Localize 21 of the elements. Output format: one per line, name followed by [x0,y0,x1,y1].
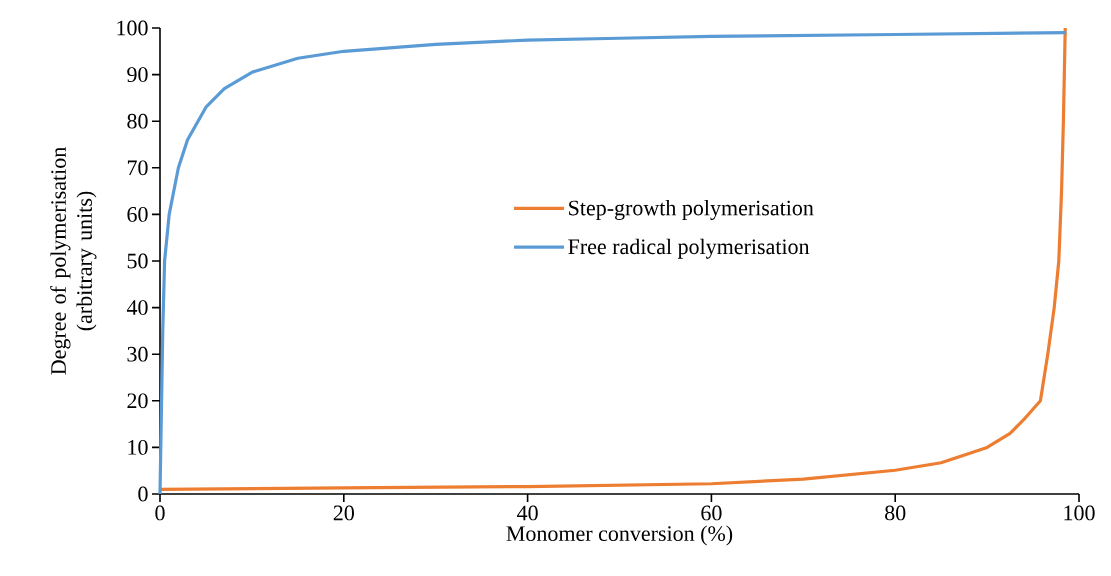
y-tick-label: 0 [138,486,148,502]
legend-label: Step-growth polymerisation [569,199,814,220]
y-tick-label: 60 [127,206,148,222]
x-tick-label: 0 [155,505,165,521]
y-axis-title: Degree of polymerisation (arbitrary units) [50,147,97,375]
y-tick-label: 40 [126,300,148,316]
legend-label: Free radical polymerisation [568,238,810,259]
x-tick-label: 100 [1064,505,1095,521]
y-tick-label: 100 [117,20,148,36]
x-tick-label: 80 [885,505,906,521]
x-tick-label: 40 [517,505,538,521]
x-tick-label: 60 [701,505,722,521]
y-tick-label: 10 [128,439,148,455]
y-tick-label: 70 [127,160,148,176]
x-tick-label: 20 [333,505,354,521]
y-tick-label: 20 [127,393,148,409]
y-tick-label: 30 [127,346,148,362]
y-tick-label: 90 [127,67,148,83]
y-tick-label: 50 [127,253,148,269]
y-tick-label: 80 [127,113,148,129]
x-axis-title: Monomer conversion (%) [506,525,733,546]
